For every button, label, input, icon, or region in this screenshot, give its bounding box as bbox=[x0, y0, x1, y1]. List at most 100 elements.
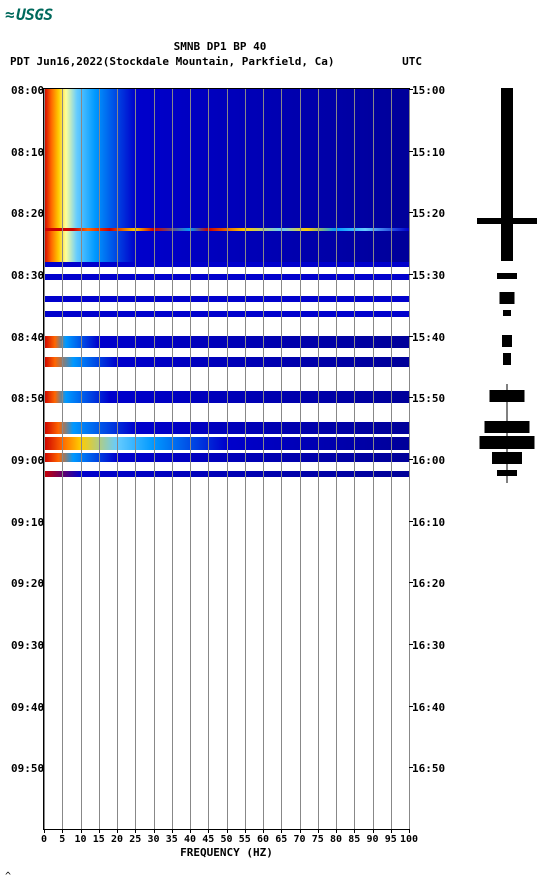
x-tick: 80 bbox=[330, 834, 342, 845]
wf-segment bbox=[501, 88, 513, 218]
wf-segment bbox=[497, 470, 517, 476]
gridline-v bbox=[318, 89, 319, 829]
wf-segment bbox=[503, 353, 511, 365]
gridline-v bbox=[117, 89, 118, 829]
gridline-v bbox=[336, 89, 337, 829]
y-tick-left: 09:00 bbox=[11, 454, 41, 467]
tick-mark bbox=[245, 829, 246, 833]
waveform-trace bbox=[472, 88, 542, 828]
gridline-v bbox=[135, 89, 136, 829]
tick-mark bbox=[40, 151, 44, 152]
chart-subtitle: PDT Jun16,2022(Stockdale Mountain, Parkf… bbox=[10, 55, 335, 68]
y-tick-right: 15:30 bbox=[412, 269, 442, 282]
tick-mark bbox=[300, 829, 301, 833]
tick-mark bbox=[208, 829, 209, 833]
wf-segment bbox=[492, 452, 522, 464]
wf-segment bbox=[490, 390, 525, 402]
gridline-v bbox=[263, 89, 264, 829]
wf-segment bbox=[501, 224, 513, 261]
y-tick-right: 15:00 bbox=[412, 84, 442, 97]
tick-mark bbox=[281, 829, 282, 833]
tick-mark bbox=[409, 274, 413, 275]
tick-mark bbox=[40, 212, 44, 213]
x-tick: 90 bbox=[366, 834, 378, 845]
wf-segment bbox=[503, 310, 511, 316]
x-tick: 5 bbox=[59, 834, 65, 845]
x-tick: 45 bbox=[202, 834, 214, 845]
utc-label: UTC bbox=[402, 55, 422, 68]
tick-mark bbox=[409, 706, 413, 707]
tick-mark bbox=[336, 829, 337, 833]
tick-mark bbox=[40, 397, 44, 398]
tick-mark bbox=[154, 829, 155, 833]
tick-mark bbox=[135, 829, 136, 833]
y-tick-left: 09:10 bbox=[11, 516, 41, 529]
y-tick-right: 16:20 bbox=[412, 577, 442, 590]
tick-mark bbox=[409, 89, 413, 90]
gridline-v bbox=[44, 89, 45, 829]
logo-wave-icon: ≈ bbox=[5, 5, 14, 24]
y-tick-left: 08:40 bbox=[11, 331, 41, 344]
wf-segment bbox=[480, 436, 535, 448]
tick-mark bbox=[40, 459, 44, 460]
y-tick-right: 16:10 bbox=[412, 516, 442, 529]
tick-mark bbox=[172, 829, 173, 833]
tick-mark bbox=[40, 521, 44, 522]
tick-mark bbox=[409, 582, 413, 583]
gridline-v bbox=[62, 89, 63, 829]
tick-mark bbox=[44, 829, 45, 833]
tick-mark bbox=[40, 582, 44, 583]
tick-mark bbox=[40, 274, 44, 275]
y-tick-right: 15:40 bbox=[412, 331, 442, 344]
gridline-v bbox=[245, 89, 246, 829]
x-tick: 30 bbox=[147, 834, 159, 845]
x-tick: 15 bbox=[93, 834, 105, 845]
tick-mark bbox=[62, 829, 63, 833]
x-tick: 25 bbox=[129, 834, 141, 845]
x-tick: 55 bbox=[239, 834, 251, 845]
x-tick: 70 bbox=[293, 834, 305, 845]
wf-segment bbox=[497, 273, 517, 279]
gridline-v bbox=[227, 89, 228, 829]
y-tick-left: 08:10 bbox=[11, 146, 41, 159]
gridline-v bbox=[81, 89, 82, 829]
gridline-v bbox=[190, 89, 191, 829]
tick-mark bbox=[40, 336, 44, 337]
y-tick-right: 15:20 bbox=[412, 207, 442, 220]
x-tick: 85 bbox=[348, 834, 360, 845]
wf-segment bbox=[500, 292, 515, 304]
gridline-v bbox=[154, 89, 155, 829]
tick-mark bbox=[409, 767, 413, 768]
tick-mark bbox=[227, 829, 228, 833]
tick-mark bbox=[99, 829, 100, 833]
tick-mark bbox=[40, 767, 44, 768]
usgs-logo: ≈USGS bbox=[5, 5, 53, 24]
gridline-v bbox=[281, 89, 282, 829]
y-tick-right: 16:30 bbox=[412, 639, 442, 652]
y-tick-left: 08:20 bbox=[11, 207, 41, 220]
x-tick: 65 bbox=[275, 834, 287, 845]
tick-mark bbox=[81, 829, 82, 833]
x-tick: 95 bbox=[385, 834, 397, 845]
x-tick: 50 bbox=[220, 834, 232, 845]
tick-mark bbox=[409, 644, 413, 645]
y-tick-right: 16:00 bbox=[412, 454, 442, 467]
y-tick-left: 09:30 bbox=[11, 639, 41, 652]
gridline-v bbox=[300, 89, 301, 829]
tick-mark bbox=[373, 829, 374, 833]
tick-mark bbox=[318, 829, 319, 833]
wf-segment bbox=[485, 421, 530, 433]
tick-mark bbox=[190, 829, 191, 833]
tick-mark bbox=[409, 151, 413, 152]
x-tick: 0 bbox=[41, 834, 47, 845]
tick-mark bbox=[40, 644, 44, 645]
y-tick-left: 09:40 bbox=[11, 701, 41, 714]
x-tick: 100 bbox=[400, 834, 418, 845]
y-tick-right: 16:50 bbox=[412, 762, 442, 775]
tick-mark bbox=[354, 829, 355, 833]
wf-segment bbox=[502, 335, 512, 347]
footer-mark: ^ bbox=[5, 871, 11, 882]
y-tick-right: 15:50 bbox=[412, 392, 442, 405]
x-axis-label: FREQUENCY (HZ) bbox=[44, 846, 409, 859]
tick-mark bbox=[409, 521, 413, 522]
